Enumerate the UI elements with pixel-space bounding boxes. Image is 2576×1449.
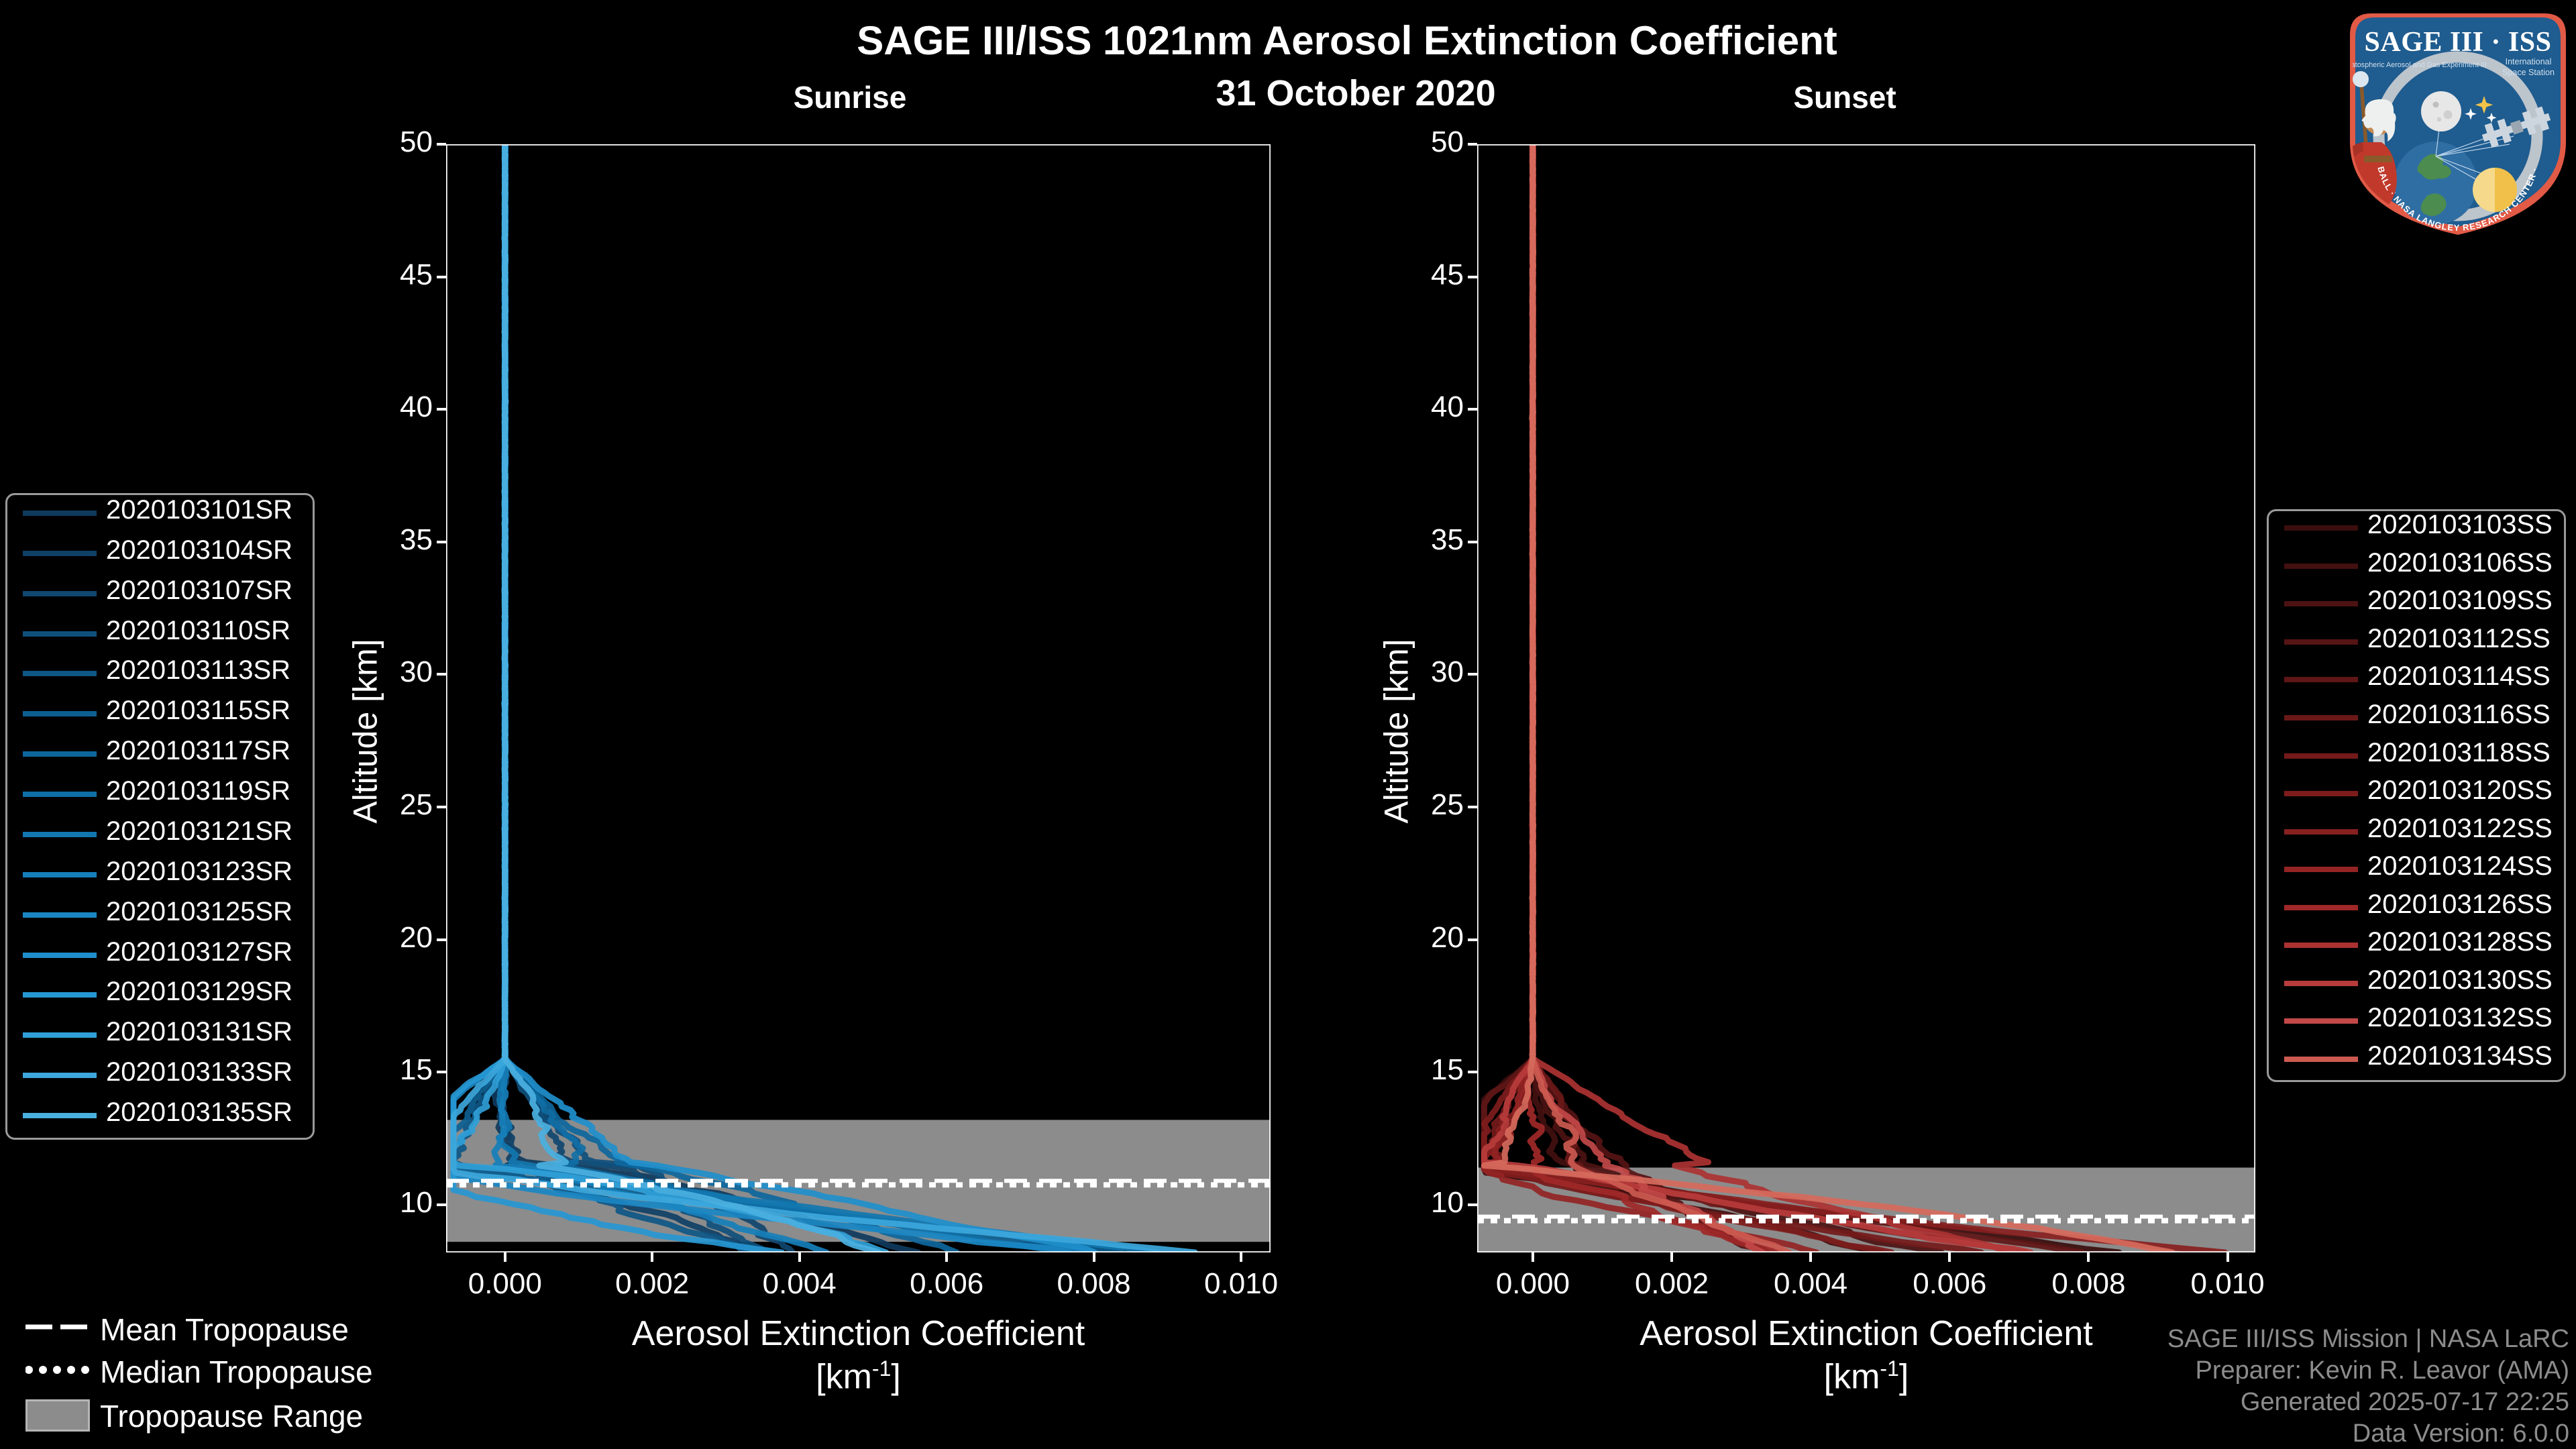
svg-text:SAGE III · ISS: SAGE III · ISS bbox=[2365, 27, 2552, 58]
svg-text:International: International bbox=[2506, 57, 2552, 66]
svg-text:Stratospheric Aerosol and Gas: Stratospheric Aerosol and Gas Experiment… bbox=[2347, 61, 2487, 69]
svg-text:Space Station: Space Station bbox=[2502, 68, 2555, 77]
